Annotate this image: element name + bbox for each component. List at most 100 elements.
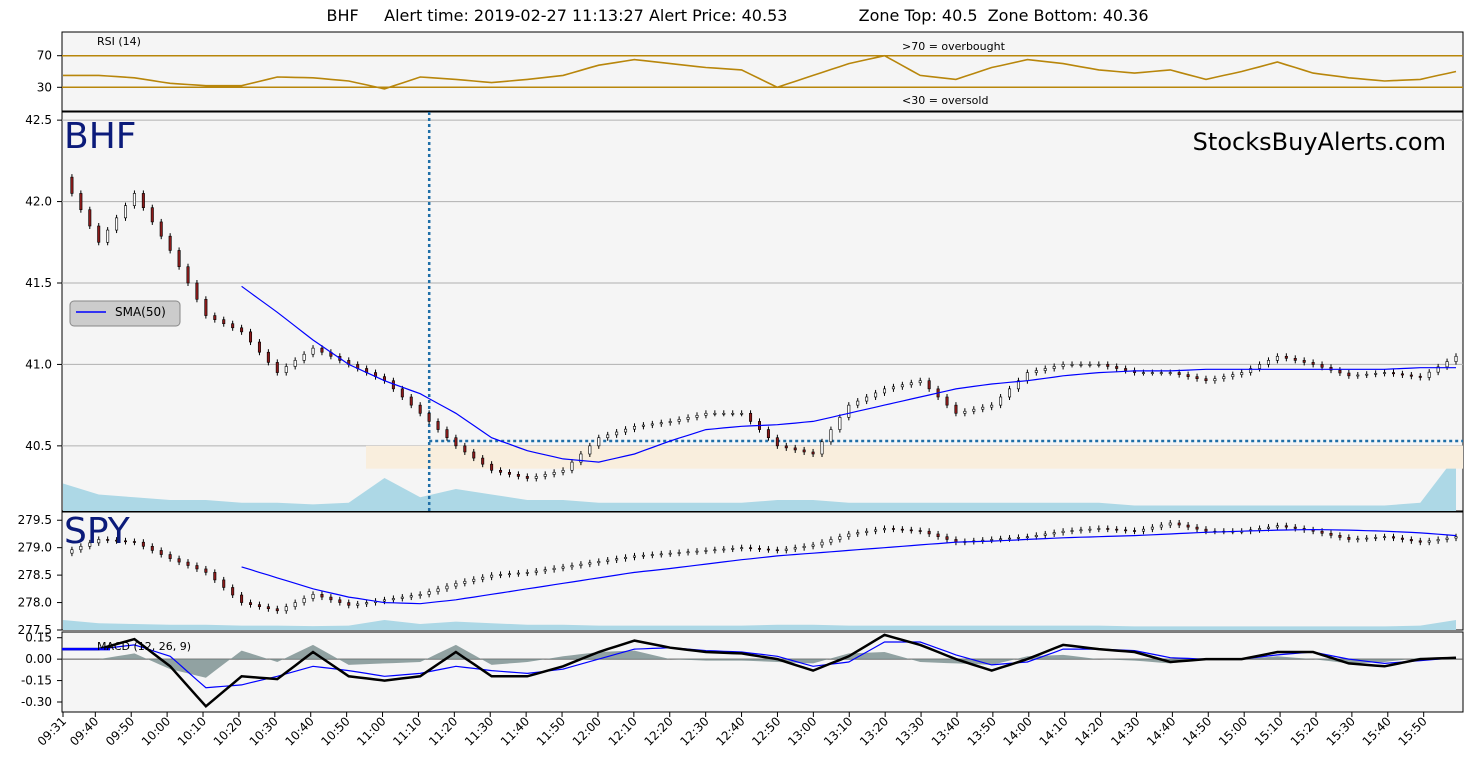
x-tick-label: 11:50 [534,714,568,748]
spy-candle-body [1195,526,1199,530]
price-candle-body [588,445,592,455]
price-candle-body [436,421,440,430]
price-candle-body [570,461,574,471]
spy-candle-body [1400,537,1404,540]
legend-sma-label: SMA(50) [115,305,166,319]
spy-candle-body [231,587,235,596]
spy-candle-body [159,550,163,555]
price-candle-body [1347,372,1351,377]
price-candle-body [579,453,583,463]
price-candle-body [624,428,628,433]
spy-candle-body [97,539,101,544]
spy-candle-body [1043,533,1047,536]
rsi-tick-label: 70 [37,49,52,63]
spy-candle-body [624,556,628,559]
macd-label: MACD (12, 26, 9) [97,640,191,653]
spy-candle-body [436,588,440,592]
spy-candle-body [249,602,253,605]
price-candle-body [141,193,145,208]
price-candle-body [838,417,842,430]
price-candle-body [597,437,601,447]
price-candle-body [606,434,610,439]
x-tick-label: 10:20 [211,714,245,748]
spy-candle-body [891,528,895,530]
spy-candle-body [561,566,565,569]
x-tick-label: 12:00 [570,714,604,748]
spy-candle-body [1168,522,1172,526]
price-candle-body [1266,360,1270,365]
spy-candle-body [668,552,672,555]
spy-candle-body [659,553,663,556]
price-candle-body [1141,372,1145,374]
macd-line [63,633,1457,709]
price-candle-body [731,412,735,415]
spy-candle-body [909,529,913,532]
spy-candle-body [481,576,485,580]
spy-candle-body [838,536,842,540]
spy-candle-body [1329,532,1333,536]
price-candle-body [177,250,181,268]
price-candle-body [775,437,779,447]
spy-candle-body [740,547,744,549]
x-tick-label: 10:40 [282,714,316,748]
spy-candle-body [213,572,217,581]
spy-candle-body [347,602,351,606]
spy-candle-body [775,549,779,552]
x-tick-label: 15:00 [1216,714,1250,748]
macd-tick-label: -0.30 [21,695,52,709]
price-candle-body [900,384,904,388]
price-candle-body [1436,366,1440,373]
spy-candle-body [400,596,404,599]
price-candle-body [820,441,824,455]
price-candle-body [891,386,895,390]
price-candle-body [88,209,92,227]
spy-candle-body [427,591,431,595]
spy-candle-body [1177,522,1181,526]
x-tick-label: 12:40 [713,714,747,748]
spy-candle-body [257,604,261,607]
spy-candle-body [1418,540,1422,543]
price-candle-body [1302,360,1306,363]
x-tick-label: 15:30 [1324,714,1358,748]
spy-candle-body [1347,537,1351,540]
x-tick-label: 14:10 [1036,714,1070,748]
price-candle-body [1427,371,1431,378]
spy-candle-body [1150,526,1154,530]
x-tick-label: 09:40 [67,714,101,748]
x-tick-label: 13:30 [893,714,927,748]
spy-candle-body [1097,528,1101,530]
spy-candle-body [534,570,538,573]
price-candle-body [1445,361,1449,368]
price-candle-body [1186,374,1190,377]
spy-candle-body [936,533,940,537]
spy-candle-body [275,608,279,612]
spy-candle-body [588,562,592,565]
spy-tick-label: 279.0 [18,541,52,555]
price-candle-body [1016,380,1020,390]
rsi-oversold-note: <30 = oversold [902,94,988,107]
spy-candle-body [1275,525,1279,528]
price-candle-body [632,426,636,430]
spy-candle-body [686,551,690,554]
price-candle-body [1284,355,1288,359]
x-tick-label: 11:10 [390,714,424,748]
spy-candle-body [418,594,422,596]
spy-candle-body [499,574,503,576]
spy-candle-body [793,547,797,550]
price-symbol-title: BHF [64,116,136,157]
spy-candle-body [525,572,529,574]
x-tick-label: 11:40 [498,714,532,748]
spy-symbol-title: SPY [64,511,131,552]
spy-candle-body [1079,529,1083,532]
alert-zone-band [366,445,1463,469]
price-candle-body [409,396,413,406]
spy-candle-body [918,530,922,532]
x-tick-label: 15:10 [1252,714,1286,748]
price-candle-body [704,412,708,416]
spy-candle-body [284,606,288,612]
x-tick-label: 15:40 [1360,714,1394,748]
price-candle-body [999,396,1003,406]
price-candle-body [1311,362,1315,365]
x-tick-label: 14:30 [1108,714,1142,748]
